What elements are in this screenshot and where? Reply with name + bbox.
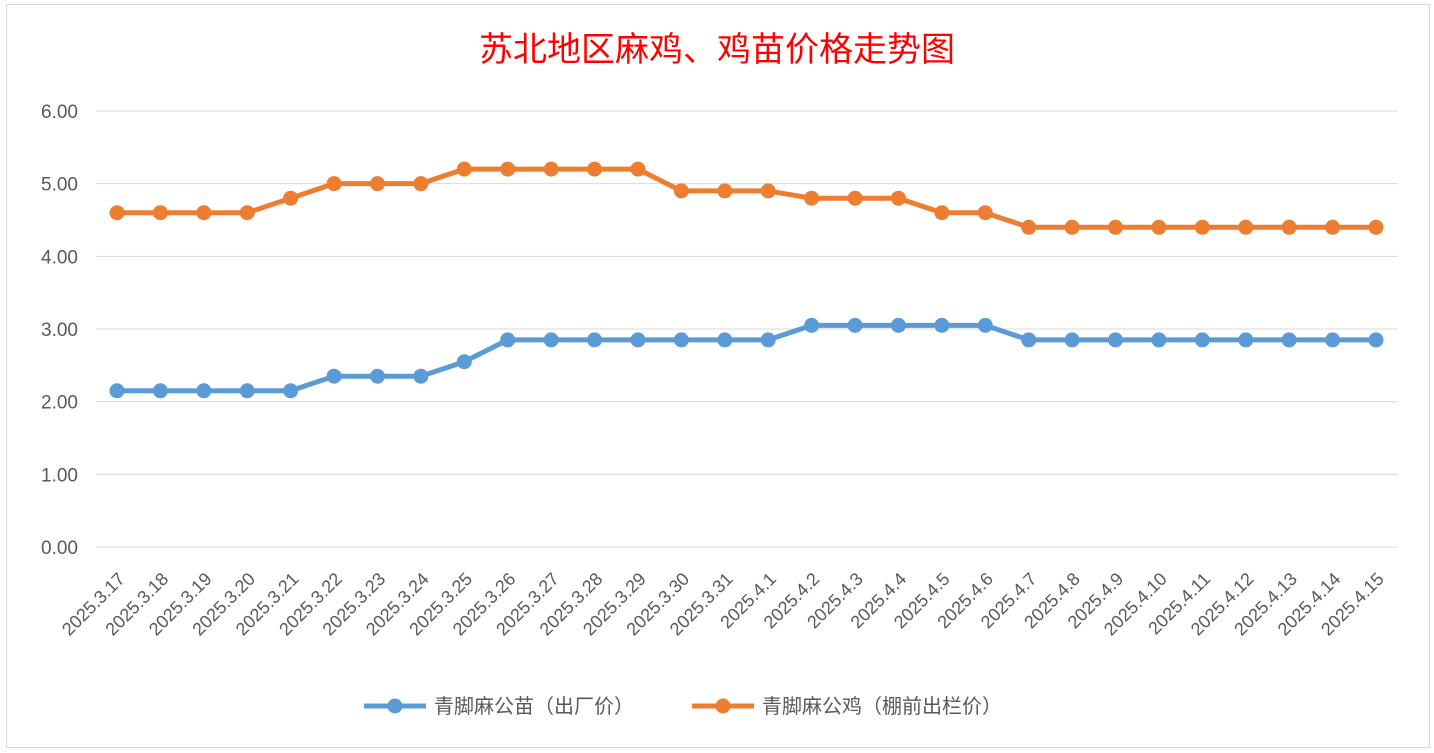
data-point xyxy=(239,205,255,221)
y-tick-label: 1.00 xyxy=(41,465,78,486)
data-point xyxy=(673,183,689,199)
data-point xyxy=(1108,332,1124,348)
data-point xyxy=(1325,332,1341,348)
data-point xyxy=(1194,332,1210,348)
data-point xyxy=(717,332,733,348)
data-point xyxy=(630,332,646,348)
data-point xyxy=(543,332,559,348)
y-tick-label: 6.00 xyxy=(41,102,78,123)
data-point xyxy=(587,332,603,348)
data-point xyxy=(196,383,212,399)
series-2 xyxy=(109,161,1384,235)
data-point xyxy=(369,176,385,192)
chart-area[interactable] xyxy=(6,4,1430,748)
data-point xyxy=(413,368,429,384)
data-point xyxy=(500,161,516,177)
data-point xyxy=(890,317,906,333)
legend-label: 青脚麻公苗（出厂价） xyxy=(434,694,634,718)
data-point xyxy=(283,190,299,206)
data-point xyxy=(1281,332,1297,348)
data-point xyxy=(1151,332,1167,348)
data-point xyxy=(1064,332,1080,348)
data-point xyxy=(760,183,776,199)
data-point xyxy=(847,190,863,206)
data-point xyxy=(456,354,472,370)
data-point xyxy=(1194,219,1210,235)
data-point xyxy=(1325,219,1341,235)
legend-label: 青脚麻公鸡（棚前出栏价） xyxy=(762,694,1002,718)
data-point xyxy=(717,183,733,199)
x-axis: 2025.3.172025.3.182025.3.192025.3.202025… xyxy=(58,569,1388,640)
data-point xyxy=(1368,332,1384,348)
data-point xyxy=(587,161,603,177)
data-point xyxy=(673,332,689,348)
data-point xyxy=(239,383,255,399)
data-point xyxy=(1238,219,1254,235)
y-tick-label: 0.00 xyxy=(41,538,78,559)
data-point xyxy=(760,332,776,348)
data-point xyxy=(152,205,168,221)
y-tick-label: 5.00 xyxy=(41,175,78,196)
data-point xyxy=(283,383,299,399)
legend-swatch-marker xyxy=(715,698,731,714)
data-point xyxy=(456,161,472,177)
data-point xyxy=(630,161,646,177)
data-point xyxy=(413,176,429,192)
chart-title: 苏北地区麻鸡、鸡苗价格走势图 xyxy=(479,30,955,70)
data-point xyxy=(1108,219,1124,235)
data-point xyxy=(543,161,559,177)
series-line xyxy=(117,166,1376,230)
data-point xyxy=(934,317,950,333)
data-point xyxy=(109,205,125,221)
data-point xyxy=(196,205,212,221)
y-tick-label: 3.00 xyxy=(41,320,78,341)
series-1 xyxy=(109,317,1384,399)
data-point xyxy=(1064,219,1080,235)
data-point xyxy=(326,176,342,192)
data-point xyxy=(934,205,950,221)
data-point xyxy=(152,383,168,399)
legend-item[interactable]: 青脚麻公苗（出厂价） xyxy=(364,694,634,718)
data-point xyxy=(1021,332,1037,348)
data-point xyxy=(804,317,820,333)
data-point xyxy=(1368,219,1384,235)
data-point xyxy=(977,317,993,333)
y-tick-label: 2.00 xyxy=(41,393,78,414)
series-line xyxy=(117,322,1376,394)
data-point xyxy=(890,190,906,206)
gridlines xyxy=(96,110,1398,548)
data-point xyxy=(977,205,993,221)
y-axis: 0.00 1.00 2.00 3.00 4.00 5.00 6.00 xyxy=(41,102,78,559)
data-point xyxy=(109,383,125,399)
data-point xyxy=(1281,219,1297,235)
data-point xyxy=(1151,219,1167,235)
data-point xyxy=(1021,219,1037,235)
data-point xyxy=(369,368,385,384)
data-point xyxy=(804,190,820,206)
data-point xyxy=(326,368,342,384)
data-point xyxy=(500,332,516,348)
y-tick-label: 4.00 xyxy=(41,247,78,268)
legend: 青脚麻公苗（出厂价） 青脚麻公鸡（棚前出栏价） xyxy=(364,694,1002,718)
data-point xyxy=(847,317,863,333)
series-group xyxy=(109,161,1384,399)
legend-item[interactable]: 青脚麻公鸡（棚前出栏价） xyxy=(692,694,1002,718)
data-point xyxy=(1238,332,1254,348)
legend-swatch-marker xyxy=(387,698,403,714)
